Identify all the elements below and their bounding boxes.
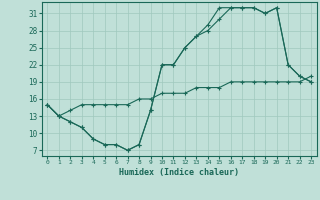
X-axis label: Humidex (Indice chaleur): Humidex (Indice chaleur) [119, 168, 239, 177]
